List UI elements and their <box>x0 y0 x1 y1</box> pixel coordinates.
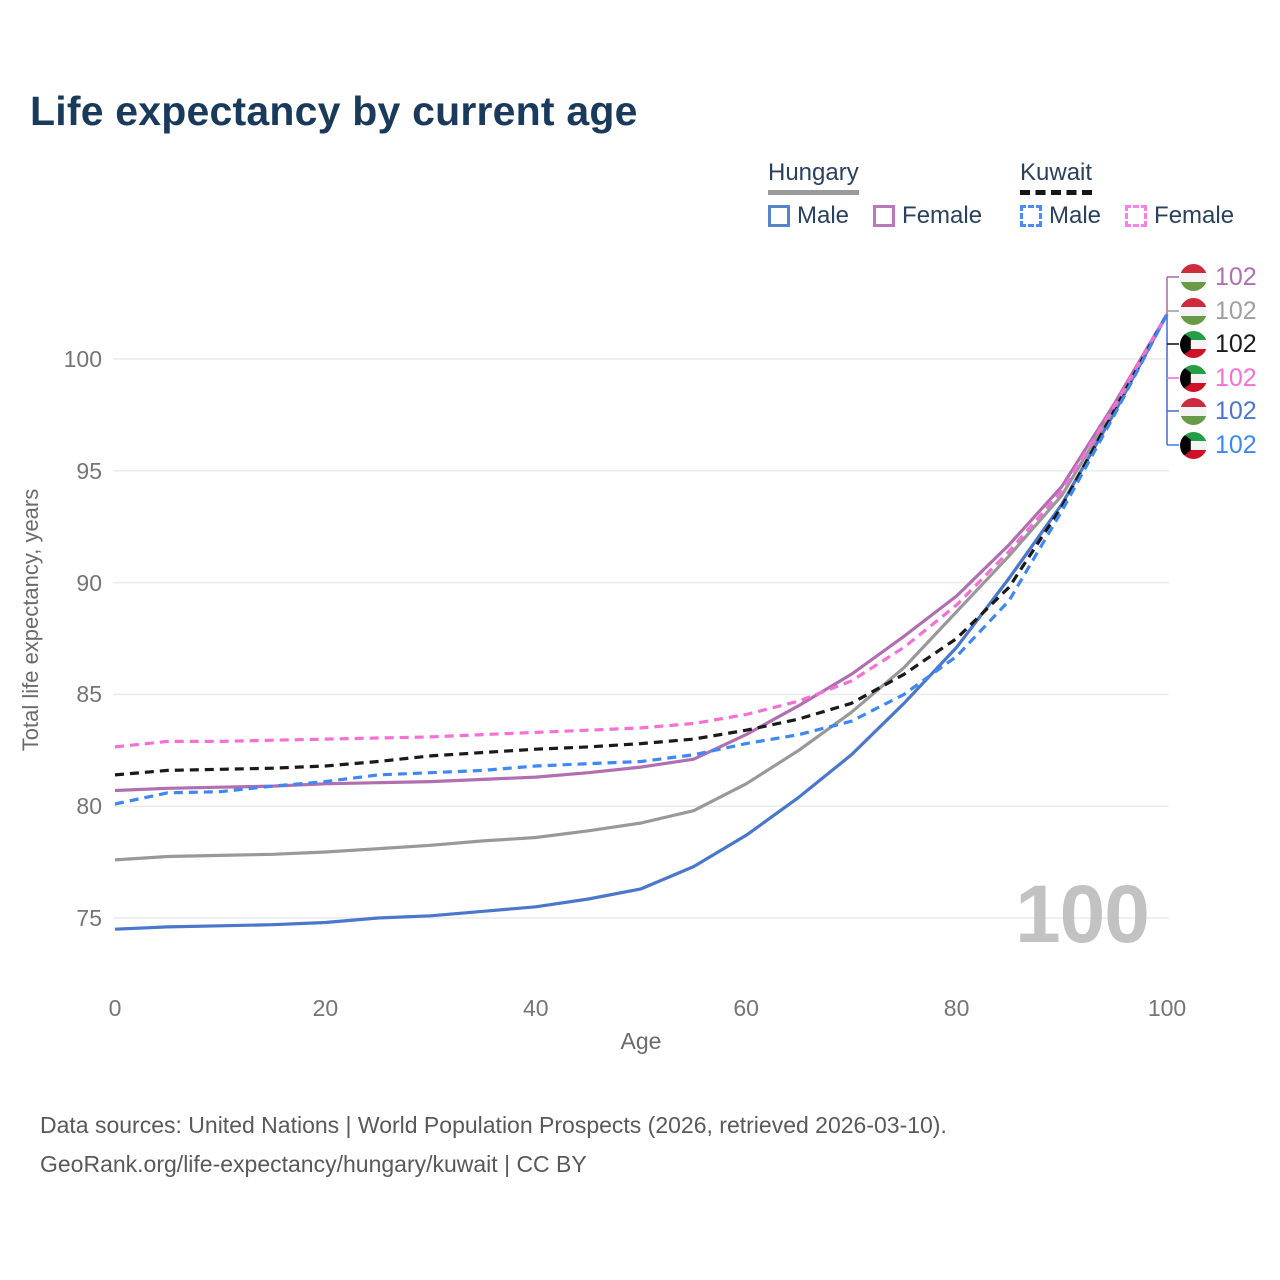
legend-country-kuwait: Kuwait <box>1020 159 1093 196</box>
hungary-flag-icon <box>1180 263 1207 291</box>
kuwait-flag-icon <box>1180 364 1207 392</box>
watermark-age: 100 <box>1015 869 1150 960</box>
legend-item-hungary-male[interactable]: Male <box>768 204 849 228</box>
x-tick-label: 0 <box>108 995 122 1021</box>
y-tick-label: 95 <box>76 457 102 484</box>
data-sources-note: Data sources: United Nations | World Pop… <box>40 1112 947 1138</box>
x-tick-label: 100 <box>1147 995 1187 1021</box>
end-label-value: 102 <box>1215 430 1257 459</box>
legend-swatch-kuwait-male[interactable] <box>1020 205 1042 228</box>
legend-item-kuwait-male[interactable]: Male <box>1020 204 1101 228</box>
legend-swatch-hungary-male[interactable] <box>768 205 790 228</box>
end-label-kuwait-total: 102 <box>1180 327 1257 361</box>
y-tick-label: 90 <box>76 569 102 596</box>
y-tick-label: 100 <box>63 346 102 372</box>
legend-label-kuwait-male[interactable]: Male <box>1049 202 1102 230</box>
end-label-hungary-total: 102 <box>1180 294 1257 328</box>
end-label-hungary-female: 102 <box>1180 260 1257 294</box>
legend-item-hungary-female[interactable]: Female <box>873 204 982 228</box>
end-label-value: 102 <box>1215 262 1257 291</box>
x-tick-label: 60 <box>733 995 759 1021</box>
kuwait-flag-icon <box>1180 431 1207 459</box>
x-tick-label: 80 <box>943 995 970 1021</box>
legend-label-hungary-male[interactable]: Male <box>797 202 850 230</box>
end-label-hungary-male: 102 <box>1180 394 1257 428</box>
end-label-value: 102 <box>1215 363 1257 392</box>
end-label-value: 102 <box>1215 396 1257 425</box>
attribution-note: GeoRank.org/life-expectancy/hungary/kuwa… <box>40 1151 587 1177</box>
page-title: Life expectancy by current age <box>30 88 638 134</box>
end-label-kuwait-male: 102 <box>1180 428 1257 462</box>
legend-swatch-kuwait-female[interactable] <box>1125 205 1148 228</box>
legend-items-kuwait: Male Female <box>1020 204 1234 228</box>
legend-items-hungary: Male Female <box>768 204 982 228</box>
legend-group-hungary: Hungary Male Female <box>768 159 982 228</box>
hungary-flag-icon <box>1180 297 1207 325</box>
x-tick-label: 40 <box>523 995 549 1021</box>
y-tick-label: 75 <box>76 905 102 931</box>
legend-group-kuwait: Kuwait Male Female <box>1020 159 1234 228</box>
y-axis-title: Total life expectancy, years <box>18 488 43 752</box>
legend-swatch-hungary-female[interactable] <box>873 205 896 228</box>
y-tick-label: 85 <box>76 681 102 708</box>
x-tick-label: 20 <box>312 995 339 1021</box>
x-axis-title: Age <box>620 1028 662 1054</box>
end-label-value: 102 <box>1215 296 1257 325</box>
y-tick-label: 80 <box>76 793 102 820</box>
end-label-value: 102 <box>1215 329 1257 358</box>
hungary-flag-icon <box>1180 397 1207 425</box>
legend-country-hungary: Hungary <box>768 159 859 196</box>
legend-label-kuwait-female[interactable]: Female <box>1154 202 1235 230</box>
end-label-kuwait-female: 102 <box>1180 361 1257 395</box>
kuwait-flag-icon <box>1180 330 1207 358</box>
legend-item-kuwait-female[interactable]: Female <box>1125 204 1234 228</box>
legend-label-hungary-female[interactable]: Female <box>902 202 983 230</box>
